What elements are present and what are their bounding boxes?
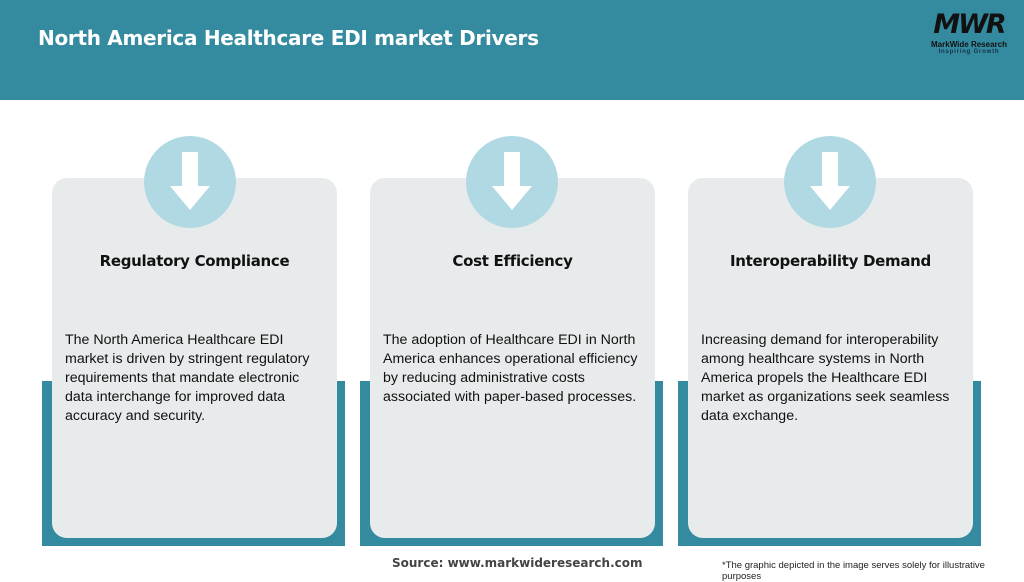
arrow-down-icon	[784, 136, 876, 228]
logo-mark: MWR	[933, 9, 1006, 40]
header-banner: North America Healthcare EDI market Driv…	[0, 0, 1024, 100]
disclaimer-note: *The graphic depicted in the image serve…	[722, 560, 985, 582]
arrow-down-icon	[144, 136, 236, 228]
logo-tagline: Inspiring Growth	[938, 49, 1000, 55]
driver-card-cost-efficiency: Cost Efficiency The adoption of Healthca…	[370, 178, 655, 538]
card-text: The North America Healthcare EDI market …	[65, 332, 310, 424]
logo: MWR MarkWide Research Inspiring Growth	[925, 10, 1013, 56]
card-title: Cost Efficiency	[452, 252, 573, 270]
page-title: North America Healthcare EDI market Driv…	[38, 26, 539, 50]
source-text: Source: www.markwideresearch.com	[392, 556, 643, 570]
logo-name: MarkWide Research	[931, 40, 1007, 49]
driver-card-interoperability-demand: Interoperability Demand Increasing deman…	[688, 178, 973, 538]
card-title: Regulatory Compliance	[99, 252, 290, 270]
card-title: Interoperability Demand	[730, 252, 931, 270]
arrow-down-icon	[466, 136, 558, 228]
card-text: Increasing demand for interoperability a…	[701, 332, 950, 424]
card-text: The adoption of Healthcare EDI in North …	[383, 332, 638, 405]
driver-card-regulatory-compliance: Regulatory Compliance The North America …	[52, 178, 337, 538]
